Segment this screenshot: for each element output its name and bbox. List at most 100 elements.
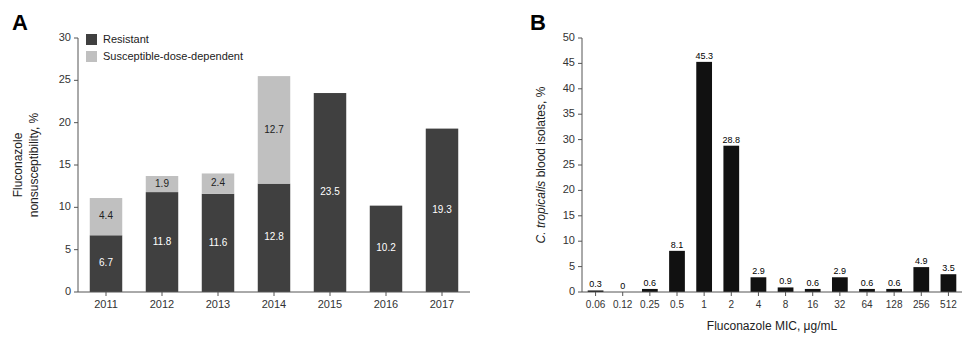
bar <box>146 176 178 192</box>
x-tick <box>106 292 107 296</box>
x-tick <box>386 292 387 296</box>
bar <box>913 267 929 292</box>
data-label: 10.2 <box>376 242 396 253</box>
y-tick-label: 10 <box>59 200 71 212</box>
y-tick <box>578 190 582 191</box>
y-tick <box>578 215 582 216</box>
x-tick <box>218 292 219 296</box>
data-labels: 0.300.68.145.328.82.90.90.62.90.60.64.93… <box>589 51 954 291</box>
y-tick-label: 5 <box>569 260 575 272</box>
x-tick <box>839 292 840 296</box>
marks <box>588 62 957 292</box>
bar <box>723 146 739 292</box>
x-tick-label: 8 <box>783 299 789 310</box>
data-label: 0.3 <box>589 279 602 289</box>
x-tick <box>785 292 786 296</box>
chart-panel: B051015202530354045500.060.120.250.51248… <box>530 10 962 333</box>
x-axis-line <box>78 292 470 293</box>
x-tick-label: 64 <box>861 299 873 310</box>
y-tick-label: 0 <box>65 285 71 297</box>
x-axis-line <box>582 292 962 293</box>
data-label: 0 <box>620 281 625 291</box>
x-tick-label: 4 <box>756 299 762 310</box>
x-tick <box>442 292 443 296</box>
x-tick <box>867 292 868 296</box>
x-tick-label: 0.12 <box>613 299 633 310</box>
y-tick-label: 35 <box>563 107 575 119</box>
bar <box>669 251 685 292</box>
data-label: 0.6 <box>888 278 901 288</box>
y-tick-label: 25 <box>59 73 71 85</box>
bar <box>258 184 290 292</box>
x-tick-label: 2015 <box>318 298 342 310</box>
bar <box>90 235 122 292</box>
x-tick-label: 2012 <box>150 298 174 310</box>
y-tick <box>74 249 78 250</box>
data-label: 2.9 <box>752 266 765 276</box>
x-tick-label: 128 <box>886 299 903 310</box>
y-axis-label-line: Fluconazole <box>11 132 25 197</box>
data-label: 12.7 <box>264 124 284 135</box>
x-tick-label: 2014 <box>262 298 286 310</box>
y-tick-label: 5 <box>65 243 71 255</box>
bar <box>314 93 346 94</box>
y-tick <box>74 122 78 123</box>
y-tick <box>578 38 582 39</box>
x-tick-label: 1 <box>701 299 707 310</box>
y-tick-label: 40 <box>563 82 575 94</box>
figure: A051015202530201120122013201420152016201… <box>0 0 975 348</box>
y-axis-label: Fluconazolenonsusceptibility, % <box>11 112 41 217</box>
x-tick <box>330 292 331 296</box>
data-label: 3.5 <box>942 263 955 273</box>
y-tick <box>74 292 78 293</box>
x-tick-label: 256 <box>913 299 930 310</box>
x-tick <box>812 292 813 296</box>
data-label: 2.4 <box>211 177 225 188</box>
x-tick <box>162 292 163 296</box>
bar <box>832 277 848 292</box>
y-tick <box>578 114 582 115</box>
marks <box>90 76 458 292</box>
y-tick <box>74 80 78 81</box>
data-label: 0.6 <box>861 278 874 288</box>
x-tick <box>274 292 275 296</box>
y-tick <box>74 38 78 39</box>
panel-label: B <box>530 10 546 35</box>
bar <box>751 277 767 292</box>
y-tick-label: 45 <box>563 56 575 68</box>
y-tick-label: 50 <box>563 31 575 43</box>
x-tick <box>731 292 732 296</box>
x-axis-label: Fluconazole MIC, μg/mL <box>707 319 838 333</box>
y-tick <box>578 165 582 166</box>
x-tick-label: 2017 <box>430 298 454 310</box>
x-tick <box>894 292 895 296</box>
bar <box>696 62 712 292</box>
x-tick-label: 0.25 <box>640 299 660 310</box>
y-tick <box>74 207 78 208</box>
data-label: 12.8 <box>264 231 284 242</box>
data-label: 8.1 <box>671 240 684 250</box>
data-labels: 6.711.811.612.823.510.219.34.41.92.412.7 <box>99 124 452 269</box>
y-tick-label: 15 <box>59 158 71 170</box>
x-tick-label: 32 <box>834 299 846 310</box>
x-tick-label: 2016 <box>374 298 398 310</box>
panel-label: A <box>12 10 28 35</box>
bar <box>90 198 122 235</box>
legend-swatch <box>86 34 97 45</box>
x-tick-label: 2011 <box>94 298 118 310</box>
legend: ResistantSusceptible-dose-dependent <box>86 33 243 62</box>
data-label: 19.3 <box>432 204 452 215</box>
bar <box>314 93 346 292</box>
y-tick-label: 30 <box>59 31 71 43</box>
data-label: 0.6 <box>806 278 819 288</box>
y-tick <box>578 139 582 140</box>
y-tick-label: 20 <box>563 183 575 195</box>
bar <box>370 205 402 206</box>
y-tick-label: 15 <box>563 209 575 221</box>
x-tick <box>948 292 949 296</box>
chart-panel: A051015202530201120122013201420152016201… <box>11 10 470 310</box>
y-axis-label-part: blood isolates, % <box>534 86 548 180</box>
bar <box>202 194 234 292</box>
x-tick <box>704 292 705 296</box>
x-tick <box>921 292 922 296</box>
